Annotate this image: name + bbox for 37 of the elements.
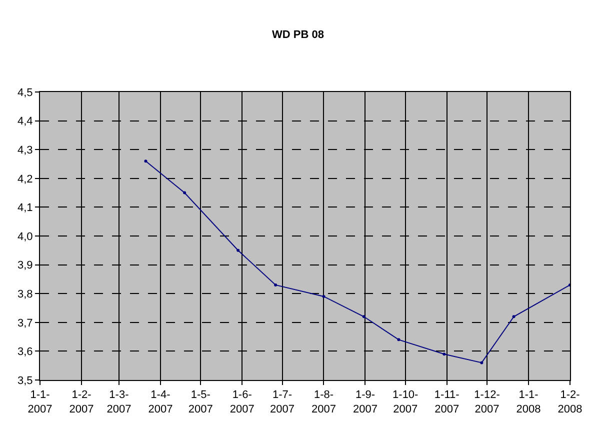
point [183, 191, 186, 194]
y-tick-label: 4,3 [18, 144, 33, 156]
x-tick-label: 1-5- 2007 [188, 389, 213, 416]
point [362, 315, 366, 318]
point [512, 315, 516, 318]
y-tick-label: 4,0 [18, 230, 33, 243]
point [397, 338, 400, 342]
point [322, 294, 326, 298]
point [274, 283, 278, 286]
x-tick-label: 1-4- 2007 [148, 389, 173, 416]
x-tick-label: 1-7- 2007 [270, 389, 294, 416]
x-tick-label: 1-6- 2007 [230, 389, 254, 416]
x-tick-label: 1-3- 2007 [106, 389, 132, 416]
x-tick-label: 1-10- 2007 [392, 389, 419, 416]
chart-title: WD PB 08 [272, 28, 324, 41]
point [236, 248, 240, 252]
y-tick-label: 3,7 [18, 317, 33, 330]
x-tick-label: 1-9- 2007 [352, 389, 378, 416]
y-tick-label: 4,1 [18, 202, 33, 214]
y-tick-label: 3,5 [18, 374, 33, 387]
x-tick-label: 1-1- 2008 [516, 389, 541, 416]
x-tick-label: 1-2- 2008 [558, 389, 582, 416]
x-tick-label: 1-8- 2007 [312, 389, 336, 416]
y-tick-label: 4,2 [18, 173, 33, 186]
x-tick-label: 1-2- 2007 [69, 389, 94, 416]
y-tick-label: 3,9 [18, 260, 33, 272]
x-tick-label: 1-12- 2007 [474, 389, 500, 416]
x-tick-label: 1-1- 2007 [28, 389, 52, 416]
y-tick-label: 3,8 [18, 288, 33, 300]
point [144, 160, 148, 163]
point [442, 352, 446, 356]
point [480, 361, 484, 364]
y-tick-label: 4,4 [18, 116, 33, 128]
y-tick-label: 4,5 [18, 86, 33, 99]
y-tick-label: 3,6 [18, 346, 33, 358]
line-series [144, 160, 570, 364]
x-tick-label: 1-11- 2007 [434, 389, 460, 416]
